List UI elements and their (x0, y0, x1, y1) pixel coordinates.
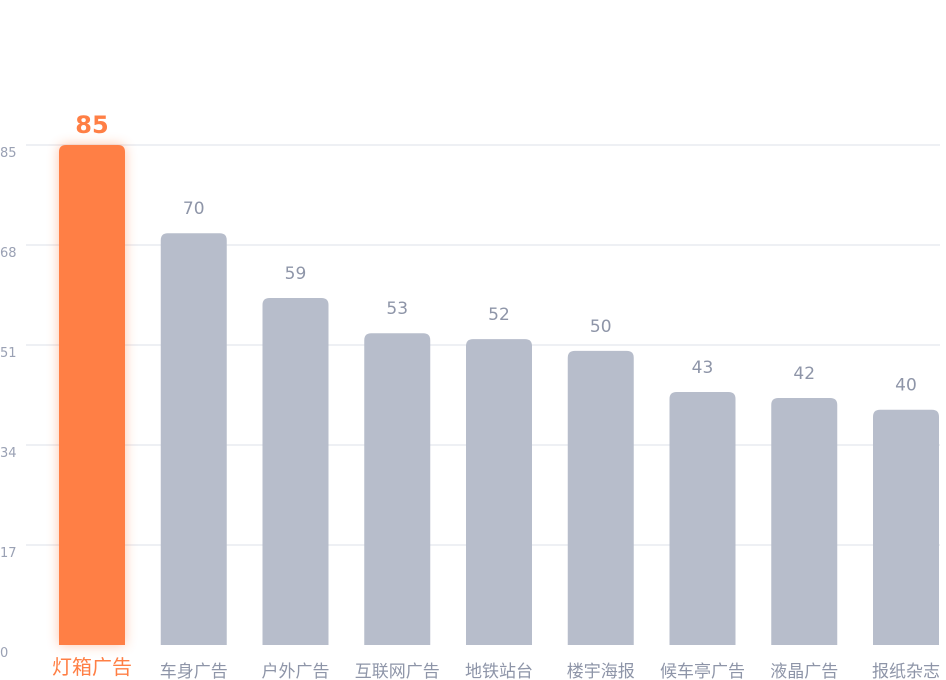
bars (59, 145, 939, 645)
y-axis-ticks: 0 17 34 51 68 85 (0, 146, 17, 661)
data-labels: 85 70 59 53 52 50 43 42 40 (75, 111, 917, 396)
y-tick-label: 85 (0, 146, 17, 161)
x-tick-label: 车身广告 (160, 662, 228, 680)
x-tick-label: 灯箱广告 (52, 655, 132, 679)
x-tick-label: 互联网广告 (355, 662, 440, 680)
data-label: 42 (793, 364, 815, 384)
bar (262, 297, 329, 645)
y-tick-label: 68 (0, 246, 17, 261)
bar (364, 333, 431, 645)
bar (873, 409, 939, 645)
data-label: 50 (590, 317, 612, 337)
bar (669, 392, 736, 645)
bar (771, 397, 838, 645)
data-label: 70 (183, 199, 205, 219)
x-tick-label: 户外广告 (262, 662, 330, 680)
x-tick-label: 报纸杂志 (872, 662, 940, 680)
data-label: 59 (285, 264, 307, 284)
bar (567, 350, 634, 645)
data-label: 43 (692, 358, 714, 378)
bar (466, 339, 532, 645)
x-tick-label: 楼宇海报 (567, 662, 635, 680)
x-axis-ticks: 灯箱广告 车身广告 户外广告 互联网广告 地铁站台 楼宇海报 候车亭广告 液晶广告 报纸杂志 (52, 655, 940, 680)
data-label: 85 (75, 111, 108, 139)
y-tick-label: 0 (0, 646, 8, 661)
y-tick-label: 34 (0, 446, 17, 461)
x-tick-label: 液晶广告 (770, 662, 838, 680)
bar (59, 145, 125, 645)
y-tick-label: 51 (0, 346, 17, 361)
y-tick-label: 17 (0, 546, 17, 561)
x-tick-label: 地铁站台 (465, 662, 533, 680)
data-label: 52 (488, 305, 510, 325)
x-tick-label: 候车亭广告 (660, 662, 745, 680)
data-label: 53 (386, 299, 408, 319)
data-label: 40 (895, 376, 917, 396)
bar (160, 233, 227, 645)
